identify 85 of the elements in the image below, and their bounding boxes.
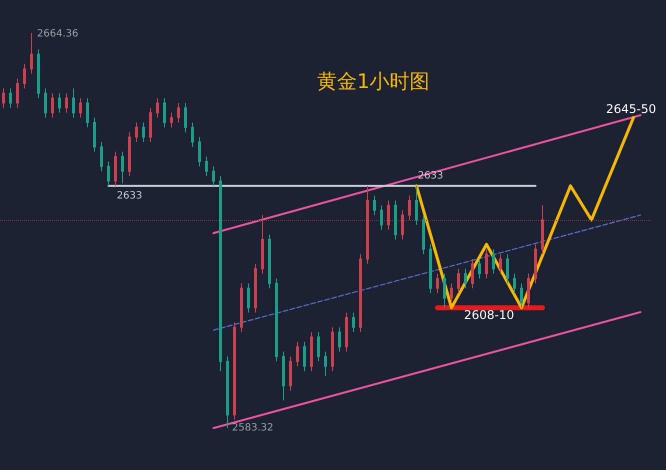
candlestick: [282, 351, 285, 401]
annotation: 2583.32: [232, 422, 274, 434]
candlestick: [149, 107, 152, 142]
candlestick: [135, 122, 138, 142]
candlestick: [471, 258, 474, 289]
candlestick: [485, 248, 488, 279]
candlestick: [79, 98, 82, 118]
candlestick: [310, 332, 313, 372]
candlestick: [359, 254, 362, 333]
candlestick: [443, 273, 446, 308]
candlestick: [16, 78, 19, 108]
candlestick: [268, 234, 271, 289]
candlestick: [275, 278, 278, 362]
candlestick: [107, 160, 110, 186]
candlestick: [226, 356, 229, 428]
candlestick: [492, 248, 495, 274]
candlestick: [30, 32, 33, 74]
candlestick: [478, 258, 481, 279]
candlestick: [191, 122, 194, 148]
candlestick: [184, 102, 187, 133]
candlestick: [331, 326, 334, 372]
candlestick: [401, 210, 404, 240]
data-label: 2633: [418, 170, 444, 182]
candlestick: [352, 312, 355, 333]
candlestick: [261, 214, 264, 274]
candlestick: [240, 282, 243, 333]
candlestick: [345, 312, 348, 352]
candlestick: [457, 268, 460, 294]
candlestick: [422, 214, 425, 255]
candlestick: [464, 268, 467, 289]
candlestick: [317, 332, 320, 362]
candlestick: [142, 122, 145, 142]
candlestick: [429, 244, 432, 294]
candlestick: [114, 151, 117, 186]
candlestick: [527, 273, 530, 308]
candlestick: [289, 356, 292, 392]
candlestick: [408, 195, 411, 220]
candlestick: [534, 244, 537, 284]
candlestick: [303, 341, 306, 372]
candlestick: [93, 117, 96, 152]
candlestick: [387, 200, 390, 230]
candlestick: [499, 254, 502, 274]
candlestick: [373, 195, 376, 216]
candlestick: [9, 88, 12, 108]
candlestick: [198, 136, 201, 167]
candlestick: [128, 132, 131, 177]
text: 黄金1小时图: [317, 69, 430, 93]
candlestick: [415, 185, 418, 226]
annotation: 2608-10: [464, 308, 514, 322]
data-label: 2633: [116, 190, 142, 202]
candlestick: [436, 273, 439, 294]
candlestick: [51, 92, 54, 118]
candlestick: [520, 282, 523, 308]
candlestick: [338, 326, 341, 352]
candlestick: [205, 156, 208, 177]
candlestick: [254, 263, 257, 314]
candlestick: [44, 88, 47, 118]
candlestick: [296, 341, 299, 367]
candlestick: [163, 98, 166, 128]
candlestick: [58, 92, 61, 114]
candlestick: [37, 48, 40, 99]
candlestick: [65, 92, 68, 114]
candlestick: [23, 64, 26, 89]
candlestick: [506, 254, 509, 284]
candlestick: [72, 88, 75, 118]
candlestick: [380, 204, 383, 230]
annotation: 2664.36: [37, 28, 78, 40]
candlestick: [177, 102, 180, 123]
candlestick: [541, 204, 544, 255]
candlestick: [366, 185, 369, 264]
candlestick: [156, 98, 159, 118]
candlestick: [513, 273, 516, 294]
candlestick: [100, 141, 103, 172]
candlestick: [212, 166, 215, 186]
candlestick: [324, 351, 327, 376]
annotation: 2645-50: [606, 102, 656, 116]
candlestick: [170, 112, 173, 128]
candlestick: [2, 88, 5, 108]
candlestick: [121, 151, 124, 184]
candlestick: [394, 200, 397, 240]
candlestick: [247, 282, 250, 314]
candlestick: [86, 98, 89, 128]
candlestick: [233, 322, 236, 420]
candlestick: [450, 282, 453, 304]
candlestick: [219, 176, 222, 372]
